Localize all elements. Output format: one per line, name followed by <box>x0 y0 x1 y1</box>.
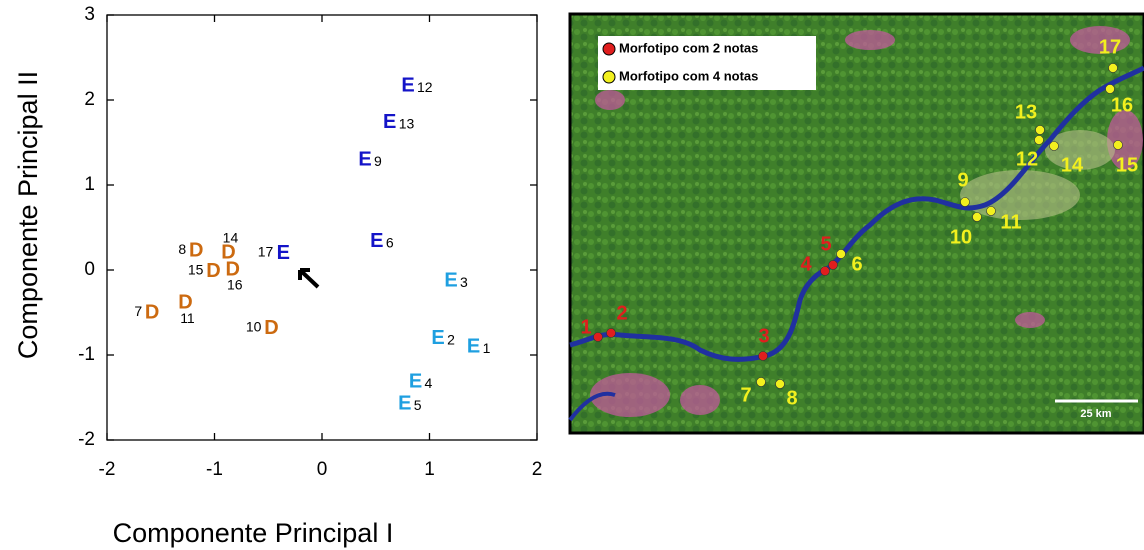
site-marker <box>593 332 603 342</box>
y-tick-label: -2 <box>78 429 95 450</box>
site-label: 17 <box>1099 36 1121 58</box>
point-label: 10 <box>246 318 262 334</box>
point-marker: D <box>221 241 235 263</box>
y-tick-label: 2 <box>84 89 95 110</box>
point-marker: D <box>264 317 278 339</box>
site-marker <box>1049 141 1059 151</box>
site-label: 1 <box>580 316 591 338</box>
point-marker: E <box>370 230 383 252</box>
map <box>568 12 1144 435</box>
site-label: 12 <box>1016 148 1038 170</box>
y-tick-label: 3 <box>84 4 95 25</box>
x-tick-label: 2 <box>532 459 543 480</box>
site-marker <box>1108 63 1118 73</box>
site-marker <box>1113 140 1123 150</box>
site-label: 11 <box>1000 211 1021 233</box>
map-legend-box <box>598 36 816 90</box>
y-tick-label: 1 <box>84 174 95 195</box>
plot-frame <box>106 14 538 441</box>
site-marker <box>960 197 970 207</box>
site-marker <box>1105 84 1115 94</box>
site-marker <box>828 260 838 270</box>
point-marker: E <box>358 149 371 171</box>
site-label: 3 <box>758 325 769 347</box>
site-marker <box>986 206 996 216</box>
legend-label: Morfotipo com 4 notas <box>619 68 758 83</box>
point-label: 3 <box>460 274 468 290</box>
y-axis-title: Componente Principal II <box>13 71 43 359</box>
point-marker: E <box>277 242 290 264</box>
y-tick-label: 0 <box>84 259 95 280</box>
point-marker: E <box>383 111 396 133</box>
site-label: 13 <box>1015 101 1037 123</box>
scale-label: 25 km <box>1080 408 1111 420</box>
site-label: 16 <box>1111 94 1133 116</box>
site-label: 2 <box>616 302 627 324</box>
point-label: 11 <box>180 310 195 326</box>
point-label: 9 <box>374 153 382 169</box>
site-label: 7 <box>740 384 751 406</box>
site-marker <box>606 328 616 338</box>
point-label: 12 <box>417 79 433 95</box>
site-label: 14 <box>1061 154 1084 176</box>
site-marker <box>972 212 982 222</box>
point-marker: E <box>467 336 480 358</box>
point-label: 4 <box>425 375 433 391</box>
point-marker: E <box>398 393 411 415</box>
site-marker <box>1034 135 1044 145</box>
x-tick-label: -2 <box>99 459 116 480</box>
legend-label: Morfotipo com 2 notas <box>619 40 758 55</box>
point-marker: E <box>444 269 457 291</box>
site-marker <box>836 249 846 259</box>
point-marker: D <box>145 302 159 324</box>
point-label: 15 <box>188 261 204 277</box>
site-marker <box>758 351 768 361</box>
point-label: 1 <box>483 340 491 356</box>
point-marker: D <box>226 258 240 280</box>
point-marker: E <box>401 75 414 97</box>
arrow <box>298 268 320 289</box>
site-marker <box>820 266 830 276</box>
site-label: 4 <box>800 253 812 275</box>
site-marker <box>1035 125 1045 135</box>
point-marker: D <box>189 240 203 262</box>
x-axis-title: Componente Principal I <box>113 518 394 548</box>
site-label: 9 <box>957 169 968 191</box>
site-label: 15 <box>1116 154 1138 176</box>
point-marker: D <box>206 260 220 282</box>
legend-swatch <box>602 70 616 84</box>
y-tick-label: -1 <box>78 344 95 365</box>
x-tick-label: -1 <box>206 459 223 480</box>
legend-swatch <box>602 42 616 56</box>
river <box>569 65 1144 362</box>
site-marker <box>775 379 785 389</box>
site-label: 6 <box>851 253 862 275</box>
river-branch <box>568 391 616 422</box>
point-label: 7 <box>134 303 142 319</box>
point-label: 8 <box>178 241 186 257</box>
site-marker <box>756 377 766 387</box>
site-label: 5 <box>820 233 831 255</box>
point-marker: E <box>409 370 422 392</box>
point-label: 2 <box>447 332 455 348</box>
point-label: 5 <box>414 397 422 413</box>
point-label: 6 <box>386 235 394 251</box>
x-tick-label: 0 <box>317 459 328 480</box>
site-label: 10 <box>950 226 972 248</box>
point-label: 14 <box>223 230 239 246</box>
point-label: 13 <box>399 116 415 132</box>
point-marker: E <box>431 327 444 349</box>
x-tick-label: 1 <box>424 459 435 480</box>
point-marker: D <box>178 291 192 313</box>
point-label: 17 <box>258 244 274 260</box>
point-label: 16 <box>227 277 243 293</box>
site-label: 8 <box>786 387 797 409</box>
